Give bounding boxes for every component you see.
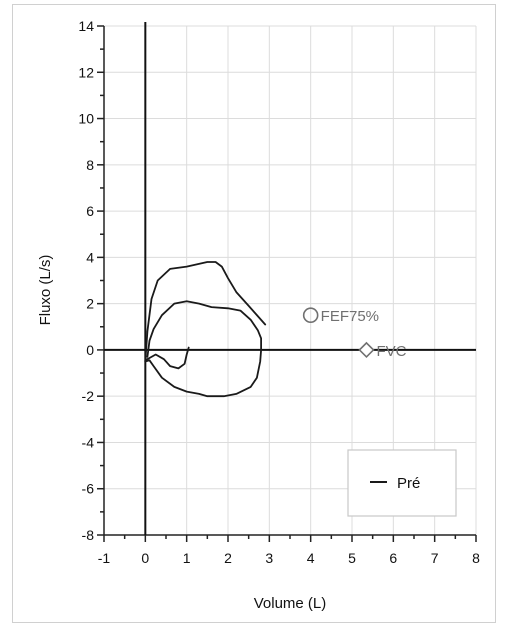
markers: FEF75% FVC <box>302 307 407 360</box>
fef75-marker <box>302 307 319 324</box>
flow-volume-curve <box>144 261 267 363</box>
marker-label: FVC <box>376 343 406 360</box>
y-tick-label: 14 <box>78 18 94 34</box>
x-tick-label: 5 <box>348 550 356 566</box>
y-tick-label: -4 <box>82 434 95 450</box>
curves <box>144 261 267 398</box>
y-tick-label: -6 <box>82 481 95 497</box>
y-tick-label: 10 <box>78 111 94 127</box>
y-tick-label: 8 <box>86 157 94 173</box>
y-tick-label: 12 <box>78 64 94 80</box>
y-tick-label: 4 <box>86 249 94 265</box>
x-tick-label: 1 <box>183 550 191 566</box>
x-tick-label: 3 <box>265 550 273 566</box>
y-tick-label: 2 <box>86 296 94 312</box>
legend-box <box>347 449 457 517</box>
chart-frame <box>12 4 496 623</box>
x-axis-label: Volume (L) <box>254 595 327 612</box>
y-tick-label: 6 <box>86 203 94 219</box>
marker-label: FEF75% <box>321 308 379 325</box>
ticks <box>97 25 477 542</box>
fvc-marker <box>358 341 375 359</box>
y-tick-label: 0 <box>86 342 94 358</box>
x-tick-label: 7 <box>431 550 439 566</box>
x-tick-label: 8 <box>472 550 480 566</box>
flow-volume-curve <box>144 346 190 370</box>
y-tick-label: -2 <box>82 388 95 404</box>
x-tick-label: 4 <box>307 550 315 566</box>
legend: Pré <box>347 449 457 517</box>
x-tick-label: -1 <box>98 550 111 566</box>
x-tick-label: 2 <box>224 550 232 566</box>
x-tick-label: 0 <box>141 550 149 566</box>
flow-volume-curve <box>144 300 262 398</box>
y-axis-label: Fluxo (L/s) <box>37 255 54 326</box>
x-tick-label: 6 <box>389 550 397 566</box>
legend-label: Pré <box>397 475 420 492</box>
y-tick-label: -8 <box>82 527 95 543</box>
